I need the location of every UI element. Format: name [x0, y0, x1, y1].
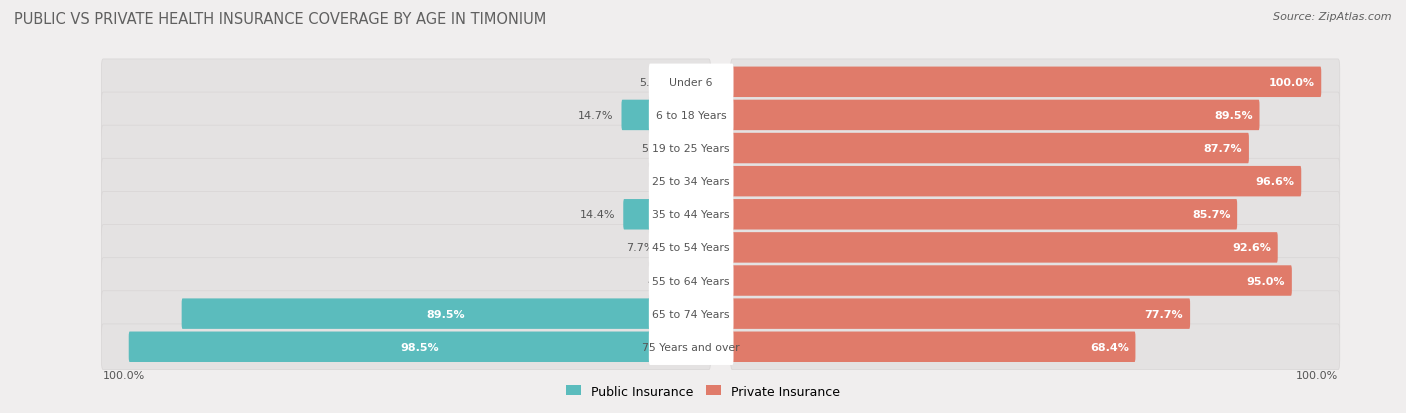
Text: 89.5%: 89.5%	[1215, 111, 1253, 121]
FancyBboxPatch shape	[101, 291, 710, 337]
Text: 6 to 18 Years: 6 to 18 Years	[655, 111, 727, 121]
Text: 55 to 64 Years: 55 to 64 Years	[652, 276, 730, 286]
FancyBboxPatch shape	[648, 131, 734, 167]
FancyBboxPatch shape	[683, 266, 710, 296]
Text: 68.4%: 68.4%	[1090, 342, 1129, 352]
Text: 14.7%: 14.7%	[578, 111, 613, 121]
FancyBboxPatch shape	[648, 230, 734, 266]
FancyBboxPatch shape	[675, 67, 710, 98]
FancyBboxPatch shape	[648, 197, 734, 233]
FancyBboxPatch shape	[648, 97, 734, 134]
FancyBboxPatch shape	[101, 225, 710, 271]
FancyBboxPatch shape	[648, 164, 734, 200]
Text: 25 to 34 Years: 25 to 34 Years	[652, 177, 730, 187]
FancyBboxPatch shape	[731, 332, 1136, 362]
Text: 1.7%: 1.7%	[662, 177, 690, 187]
Text: 5.2%: 5.2%	[641, 144, 669, 154]
Text: 100.0%: 100.0%	[1268, 78, 1315, 88]
FancyBboxPatch shape	[101, 93, 710, 138]
Text: 87.7%: 87.7%	[1204, 144, 1241, 154]
Text: 14.4%: 14.4%	[579, 210, 616, 220]
Text: 4.1%: 4.1%	[648, 276, 676, 286]
FancyBboxPatch shape	[101, 258, 710, 304]
FancyBboxPatch shape	[731, 60, 1340, 105]
FancyBboxPatch shape	[731, 166, 1301, 197]
Text: 92.6%: 92.6%	[1232, 243, 1271, 253]
FancyBboxPatch shape	[731, 299, 1189, 329]
FancyBboxPatch shape	[731, 258, 1340, 304]
FancyBboxPatch shape	[648, 263, 734, 299]
Text: 65 to 74 Years: 65 to 74 Years	[652, 309, 730, 319]
FancyBboxPatch shape	[731, 324, 1340, 370]
FancyBboxPatch shape	[101, 192, 710, 237]
Legend: Public Insurance, Private Insurance: Public Insurance, Private Insurance	[561, 380, 845, 403]
FancyBboxPatch shape	[662, 233, 710, 263]
Text: PUBLIC VS PRIVATE HEALTH INSURANCE COVERAGE BY AGE IN TIMONIUM: PUBLIC VS PRIVATE HEALTH INSURANCE COVER…	[14, 12, 547, 27]
FancyBboxPatch shape	[101, 159, 710, 204]
FancyBboxPatch shape	[101, 60, 710, 105]
Text: 95.0%: 95.0%	[1247, 276, 1285, 286]
FancyBboxPatch shape	[731, 233, 1278, 263]
FancyBboxPatch shape	[731, 199, 1237, 230]
Text: 7.7%: 7.7%	[626, 243, 655, 253]
Text: 89.5%: 89.5%	[426, 309, 465, 319]
FancyBboxPatch shape	[731, 225, 1340, 271]
FancyBboxPatch shape	[731, 291, 1340, 337]
Text: 98.5%: 98.5%	[399, 342, 439, 352]
FancyBboxPatch shape	[129, 332, 710, 362]
Text: 19 to 25 Years: 19 to 25 Years	[652, 144, 730, 154]
FancyBboxPatch shape	[731, 266, 1292, 296]
FancyBboxPatch shape	[101, 126, 710, 171]
Text: 85.7%: 85.7%	[1192, 210, 1230, 220]
Text: 77.7%: 77.7%	[1144, 309, 1184, 319]
FancyBboxPatch shape	[648, 329, 734, 365]
FancyBboxPatch shape	[181, 299, 710, 329]
FancyBboxPatch shape	[648, 64, 734, 101]
FancyBboxPatch shape	[621, 100, 710, 131]
FancyBboxPatch shape	[731, 67, 1322, 98]
FancyBboxPatch shape	[731, 159, 1340, 204]
Text: 100.0%: 100.0%	[103, 370, 145, 380]
Text: 100.0%: 100.0%	[1296, 370, 1339, 380]
Text: 96.6%: 96.6%	[1256, 177, 1295, 187]
Text: Under 6: Under 6	[669, 78, 713, 88]
FancyBboxPatch shape	[678, 133, 710, 164]
Text: 75 Years and over: 75 Years and over	[643, 342, 740, 352]
FancyBboxPatch shape	[697, 166, 710, 197]
Text: 35 to 44 Years: 35 to 44 Years	[652, 210, 730, 220]
FancyBboxPatch shape	[731, 133, 1249, 164]
Text: 45 to 54 Years: 45 to 54 Years	[652, 243, 730, 253]
FancyBboxPatch shape	[648, 296, 734, 332]
FancyBboxPatch shape	[731, 93, 1340, 138]
FancyBboxPatch shape	[731, 192, 1340, 237]
FancyBboxPatch shape	[101, 324, 710, 370]
Text: Source: ZipAtlas.com: Source: ZipAtlas.com	[1274, 12, 1392, 22]
FancyBboxPatch shape	[731, 100, 1260, 131]
Text: 5.6%: 5.6%	[638, 78, 666, 88]
FancyBboxPatch shape	[731, 126, 1340, 171]
FancyBboxPatch shape	[623, 199, 710, 230]
